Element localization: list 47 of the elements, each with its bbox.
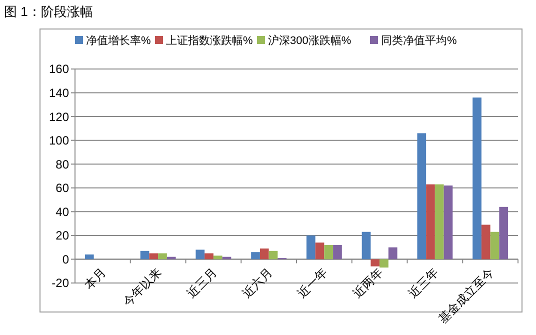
y-tick-label: 20 — [56, 228, 70, 243]
bar — [268, 250, 278, 260]
bar — [370, 259, 380, 266]
x-tick-label: 近一年 — [294, 265, 330, 301]
y-tick-label: 140 — [48, 86, 70, 100]
y-tick-label: 100 — [48, 134, 70, 148]
y-tick-label: 80 — [56, 157, 70, 172]
bar — [204, 253, 214, 260]
bar — [140, 250, 150, 260]
y-tick-label: -20 — [52, 276, 70, 290]
bar — [196, 250, 205, 260]
bar — [417, 133, 426, 260]
bar — [149, 253, 158, 260]
bar — [213, 256, 222, 260]
x-tick-label: 近两年 — [350, 265, 386, 301]
bar — [251, 252, 260, 260]
bar — [481, 224, 490, 260]
bar — [388, 247, 398, 260]
y-tick-label: 120 — [48, 110, 70, 124]
bar — [499, 206, 508, 260]
legend-label: 上证指数涨跌幅% — [166, 34, 253, 47]
y-tick-label: 40 — [56, 204, 70, 219]
bar — [380, 259, 388, 268]
bar — [333, 244, 342, 260]
legend-label: 净值增长率% — [86, 34, 151, 47]
bar — [490, 232, 500, 260]
bar — [306, 235, 316, 260]
y-tick-label: 0 — [62, 252, 70, 266]
bar — [260, 248, 269, 260]
x-tick-label: 今年以来 — [120, 265, 164, 310]
bar — [362, 232, 371, 260]
y-tick-label: 160 — [48, 62, 70, 76]
chart-title: 图 1：阶段涨幅 — [4, 4, 93, 19]
bar — [434, 184, 444, 260]
x-tick-label: 近三月 — [184, 265, 220, 301]
legend-label: 沪深300涨跌幅% — [268, 34, 352, 47]
bar — [426, 184, 435, 260]
bar — [315, 242, 324, 260]
bar — [158, 253, 167, 260]
bar — [444, 186, 453, 260]
x-tick-label: 近六月 — [240, 265, 275, 301]
bar — [324, 244, 334, 260]
bar — [472, 98, 482, 260]
bar — [84, 254, 94, 260]
legend-label: 同类净值平均% — [381, 34, 457, 47]
x-tick-label: 本月 — [82, 265, 109, 292]
y-tick-label: 60 — [56, 181, 70, 196]
